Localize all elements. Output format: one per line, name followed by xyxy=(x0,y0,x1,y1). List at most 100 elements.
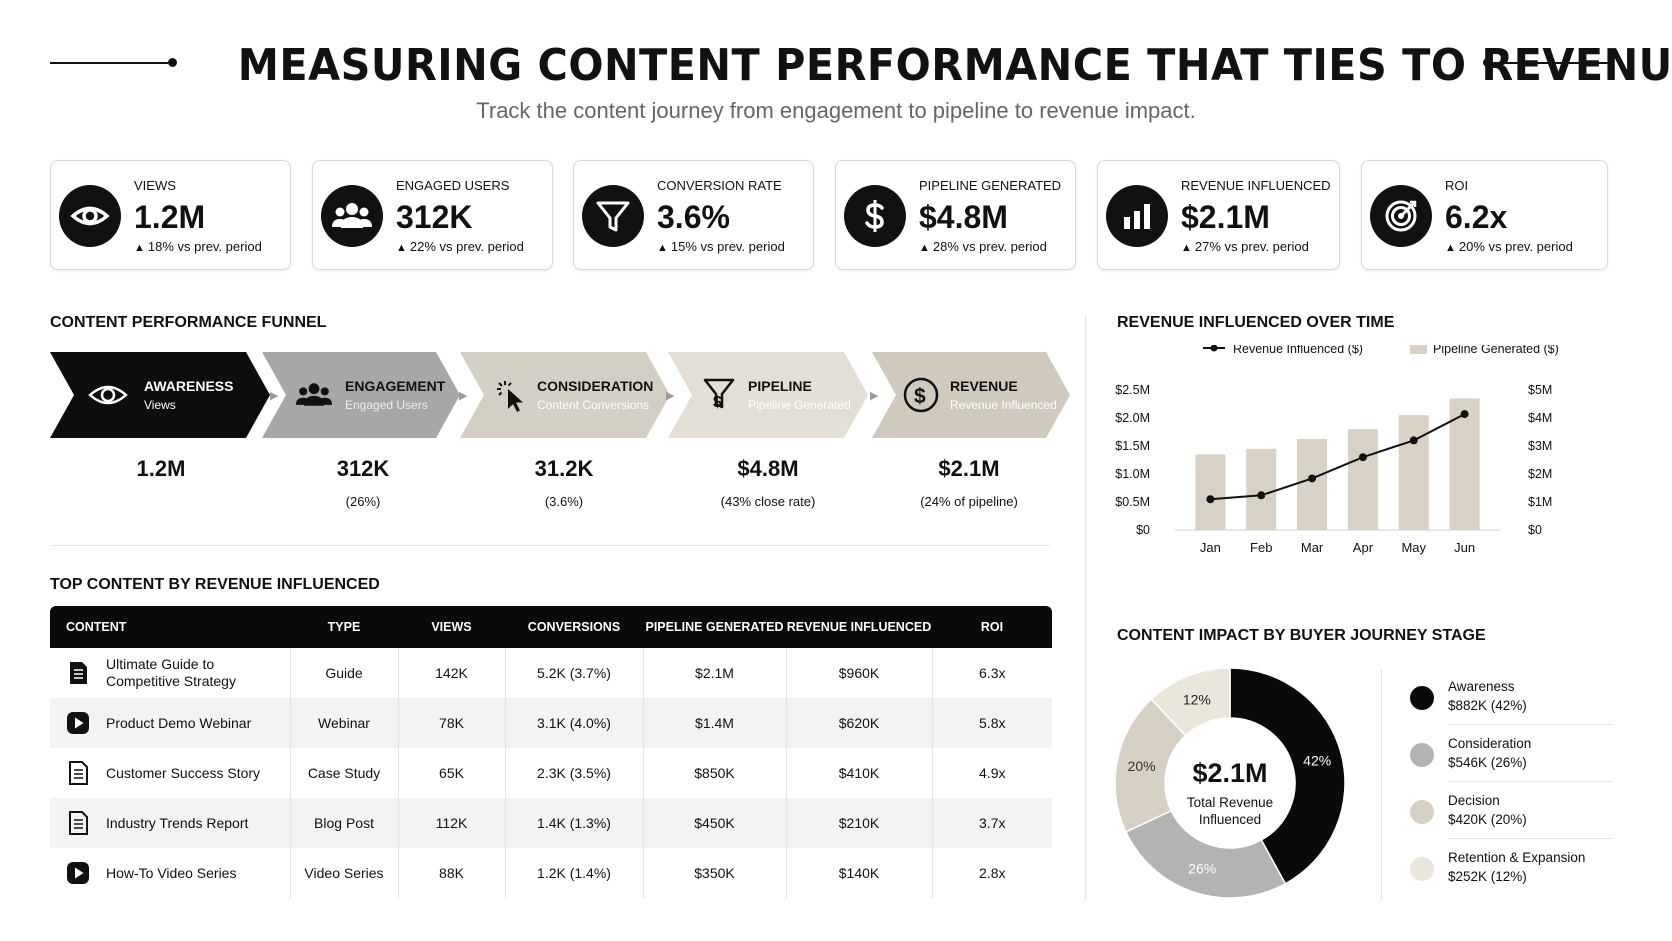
legend-item-awareness: Awareness $882K (42%) xyxy=(1410,678,1613,728)
legend-name: Decision xyxy=(1448,793,1500,808)
funnel-note-pipeline: (43% close rate) xyxy=(720,494,816,509)
funnel-dollar-icon: $ xyxy=(698,374,740,416)
content-name: Product Demo Webinar xyxy=(106,714,252,731)
funnel-stage-sub: Engaged Users xyxy=(345,398,428,412)
revenue-point-feb xyxy=(1257,491,1266,500)
up-triangle-icon: ▲ xyxy=(1181,242,1192,254)
kpi-label: VIEWS xyxy=(134,178,176,193)
x-tick-label: Feb xyxy=(1250,540,1272,555)
revenue-cell: $210K xyxy=(786,798,933,848)
funnel-stage-label: PIPELINE xyxy=(748,378,812,394)
content-funnel: AWARENESS Views ▶ ENGAGEMENT Engaged Use… xyxy=(50,352,1070,438)
y-right-tick-label: $5M xyxy=(1528,383,1552,397)
pipeline-cell: $2.1M xyxy=(643,648,787,698)
conversions-cell: 1.2K (1.4%) xyxy=(505,848,644,898)
revenue-line xyxy=(1210,413,1466,501)
conversions-cell: 2.3K (3.5%) xyxy=(505,748,644,798)
column-divider xyxy=(1085,315,1086,900)
funnel-arrow-icon: ▶ xyxy=(459,390,468,402)
views-cell: 78K xyxy=(398,698,506,748)
y-right-tick-label: $3M xyxy=(1528,439,1552,453)
column-header: CONVERSIONS xyxy=(505,606,643,648)
title-rule-right xyxy=(1492,62,1610,64)
kpi-label: CONVERSION RATE xyxy=(657,178,782,193)
kpi-label: REVENUE INFLUENCED xyxy=(1181,178,1331,193)
kpi-delta: ▲ 18% vs prev. period xyxy=(134,239,262,254)
type-cell: Guide xyxy=(290,648,399,698)
title-rule-left xyxy=(50,62,168,64)
views-cell: 88K xyxy=(398,848,506,898)
type-cell: Webinar xyxy=(290,698,399,748)
legend-name: Awareness xyxy=(1448,679,1515,694)
legend-swatch xyxy=(1410,857,1434,881)
funnel-arrow-icon: ▶ xyxy=(870,390,879,402)
donut-slice-consideration xyxy=(1124,809,1287,899)
document-icon xyxy=(66,661,90,685)
funnel-stage-pipeline-shape xyxy=(668,352,868,438)
funnel-stage-revenue-shape xyxy=(872,352,1070,438)
target-icon xyxy=(1370,185,1432,247)
pipeline-cell: $350K xyxy=(643,848,787,898)
dollar-icon xyxy=(844,185,906,247)
kpi-value: 1.2M xyxy=(134,199,206,235)
funnel-stage-shape xyxy=(262,352,460,438)
table-row: Industry Trends Report Blog Post 112K 1.… xyxy=(50,798,1052,848)
donut-divider xyxy=(1381,670,1382,900)
legend-swatch xyxy=(1410,800,1434,824)
funnel-note-consideration: (3.6%) xyxy=(544,494,584,509)
funnel-value-consideration: 31.2K xyxy=(534,456,594,481)
content-cell: Industry Trends Report xyxy=(50,798,291,848)
revenue-point-jun xyxy=(1460,410,1469,419)
column-header: ROI xyxy=(932,606,1052,648)
legend-value: $882K (42%) xyxy=(1448,698,1527,713)
up-triangle-icon: ▲ xyxy=(919,242,930,254)
y-left-tick-label: $0 xyxy=(1136,523,1150,537)
funnel-value-engagement: 312K xyxy=(336,456,390,481)
kpi-card-roi: ROI 6.2x ▲ 20% vs prev. period xyxy=(1361,160,1608,270)
x-tick-label: Apr xyxy=(1353,540,1374,555)
revenue-point-jan xyxy=(1206,495,1215,504)
revenue-over-time-chart: Revenue Influenced ($) Pipeline Generated… xyxy=(1115,345,1559,555)
document-icon xyxy=(66,761,90,785)
page-title: MEASURING CONTENT PERFORMANCE THAT TIES … xyxy=(237,40,1672,91)
kpi-card-engaged-users: ENGAGED USERS 312K ▲ 22% vs prev. period xyxy=(312,160,553,270)
x-tick-label: Mar xyxy=(1301,540,1324,555)
kpi-value: $4.8M xyxy=(919,199,1008,235)
content-cell: Customer Success Story xyxy=(50,748,291,798)
revenue-cell: $620K xyxy=(786,698,933,748)
play-icon xyxy=(66,861,90,885)
x-tick-label: May xyxy=(1401,540,1426,555)
bar-pipeline-jan xyxy=(1195,454,1226,530)
y-left-tick-label: $2.0M xyxy=(1115,411,1150,425)
revenue-cell: $960K xyxy=(786,648,933,698)
legend-line-marker xyxy=(1210,345,1218,352)
funnel-stage-shape xyxy=(872,352,1070,438)
kpi-delta: ▲ 22% vs prev. period xyxy=(396,239,524,254)
column-header: CONTENT xyxy=(50,606,290,648)
y-right-tick-label: $1M xyxy=(1528,495,1552,509)
donut-slice-label: 26% xyxy=(1188,861,1216,877)
y-left-tick-label: $1.0M xyxy=(1115,467,1150,481)
bar-pipeline-mar xyxy=(1297,439,1328,530)
play-icon xyxy=(66,711,90,735)
bar-pipeline-jun xyxy=(1449,398,1480,530)
kpi-delta: ▲ 15% vs prev. period xyxy=(657,239,785,254)
funnel-value-pipeline: $4.8M xyxy=(737,456,799,481)
table-row: Ultimate Guide to Competitive Strategy G… xyxy=(50,648,1052,698)
views-cell: 65K xyxy=(398,748,506,798)
table-row: How-To Video Series Video Series 88K 1.2… xyxy=(50,848,1052,898)
content-name: Industry Trends Report xyxy=(106,814,249,831)
x-tick-label: Jun xyxy=(1454,540,1475,555)
kpi-delta: ▲ 27% vs prev. period xyxy=(1181,239,1309,254)
legend-value: $546K (26%) xyxy=(1448,755,1527,770)
chart-title: REVENUE INFLUENCED OVER TIME xyxy=(1117,314,1395,331)
buyer-journey-donut: 42% 26% 20% 12% $2.1M Total Revenue Influenced xyxy=(1114,667,1346,899)
kpi-card-views: VIEWS 1.2M ▲ 18% vs prev. period xyxy=(50,160,291,270)
donut-slice-awareness xyxy=(1229,667,1346,885)
y-right-tick-label: $0 xyxy=(1528,523,1542,537)
content-cell: Ultimate Guide to Competitive Strategy xyxy=(50,648,291,698)
legend-item-consideration: Consideration $546K (26%) xyxy=(1410,735,1613,785)
svg-text:$: $ xyxy=(713,394,722,411)
legend-value: $252K (12%) xyxy=(1448,869,1527,884)
legend-swatch xyxy=(1410,743,1434,767)
